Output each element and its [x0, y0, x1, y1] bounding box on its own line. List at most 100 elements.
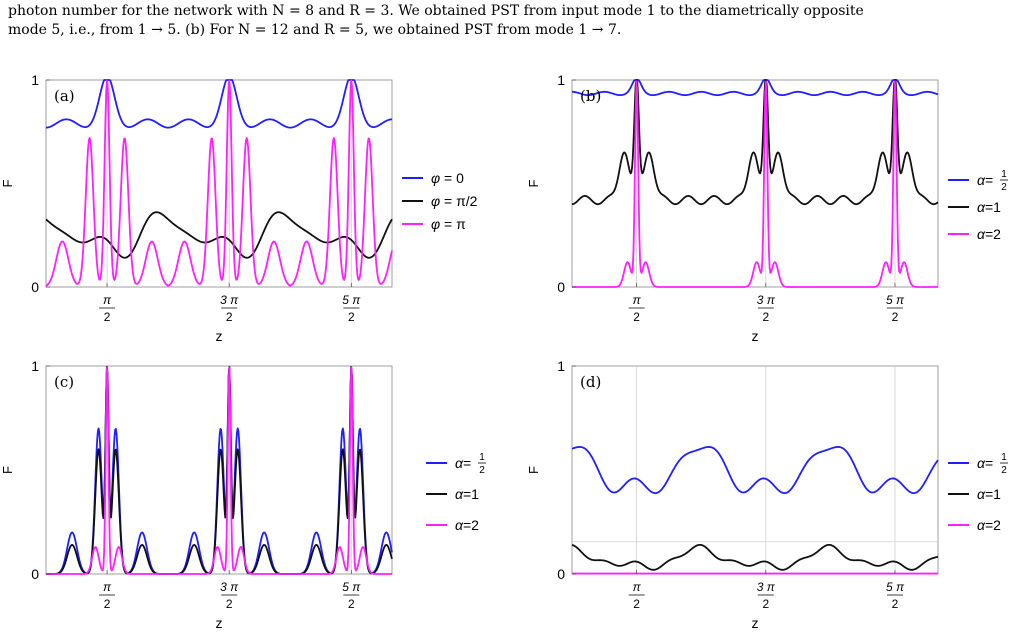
x-tick-label: 3 π	[757, 580, 776, 594]
x-tick-label: 2	[226, 310, 233, 324]
x-tick-label: 2	[633, 310, 640, 324]
y-tick-label: 0	[31, 566, 39, 582]
legend-label-rest: =2	[985, 517, 1001, 533]
legend-symbol: α	[977, 172, 986, 188]
legend-label-rest: =2	[463, 517, 479, 533]
legend-symbol: α	[977, 199, 986, 215]
legend-label-1: α=	[455, 455, 471, 471]
x-tick-label: 5 π	[342, 293, 361, 307]
x-tick-label: π	[103, 293, 112, 307]
caption-line-1: photon number for the network with N = 8…	[8, 3, 864, 19]
x-tick-label: 2	[104, 597, 111, 611]
y-tick-label: 0	[557, 279, 565, 295]
legend-symbol: α	[455, 486, 464, 502]
x-tick-label: 3 π	[220, 293, 239, 307]
legend-label-rest: = π	[440, 216, 466, 232]
x-tick-label: 5 π	[886, 580, 905, 594]
legend-label-rest: = π/2	[440, 193, 478, 209]
legend-symbol: α	[977, 226, 986, 242]
legend-label-2: α=1	[977, 486, 1001, 502]
series-line-3	[45, 79, 393, 287]
x-tick-label: 2	[226, 597, 233, 611]
x-tick-label: 5 π	[342, 580, 361, 594]
series-line-1	[571, 446, 939, 495]
series-line-2	[45, 366, 393, 575]
legend-symbol: φ	[431, 193, 440, 209]
panel-label: (d)	[580, 373, 601, 391]
y-axis-label: F	[0, 466, 15, 474]
legend-label-rest: =	[463, 455, 471, 471]
legend-symbol: φ	[431, 170, 440, 186]
x-tick-label: 2	[633, 597, 640, 611]
legend-label-1: φ = 0	[431, 170, 464, 186]
legend-fraction-den: 2	[1001, 465, 1007, 476]
y-tick-label: 0	[31, 279, 39, 295]
legend-label-3: α=2	[977, 517, 1001, 533]
legend-symbol: α	[455, 455, 464, 471]
legend-symbol: α	[977, 517, 986, 533]
y-tick-label: 0	[557, 566, 565, 582]
legend-label-3: α=2	[455, 517, 479, 533]
legend-label-rest: =1	[985, 486, 1001, 502]
legend-label-rest: =1	[463, 486, 479, 502]
legend-label-3: φ = π	[431, 216, 466, 232]
series-line-1	[45, 79, 393, 129]
panel-label: (a)	[54, 87, 75, 105]
x-tick-label: π	[103, 580, 112, 594]
y-tick-label: 1	[557, 358, 565, 374]
plot-frame	[571, 79, 939, 288]
legend-label-1: α=	[977, 455, 993, 471]
legend-fraction-den: 2	[1001, 182, 1007, 193]
legend-fraction-num: 1	[479, 452, 485, 463]
legend-symbol: α	[977, 455, 986, 471]
legend-fraction-num: 1	[1001, 452, 1007, 463]
x-tick-label: 2	[892, 310, 899, 324]
x-axis-label: z	[752, 615, 759, 631]
x-axis-label: z	[216, 328, 223, 344]
panel-label: (b)	[580, 87, 601, 105]
series-line-3	[571, 80, 939, 288]
panel-label: (c)	[54, 373, 74, 391]
legend-label-rest: =1	[985, 199, 1001, 215]
legend-label-2: φ = π/2	[431, 193, 478, 209]
x-tick-label: 3 π	[757, 293, 776, 307]
legend-symbol: α	[977, 486, 986, 502]
y-tick-label: 1	[31, 358, 39, 374]
legend-label-2: α=1	[977, 199, 1001, 215]
plot-frame	[45, 79, 393, 288]
figure-caption: photon number for the network with N = 8…	[8, 2, 1020, 40]
x-tick-label: 2	[104, 310, 111, 324]
y-tick-label: 1	[31, 72, 39, 88]
y-tick-label: 1	[557, 72, 565, 88]
plot-frame	[45, 365, 393, 575]
x-tick-label: 3 π	[220, 580, 239, 594]
legend-label-3: α=2	[977, 226, 1001, 242]
plot-frame	[571, 365, 939, 575]
caption-line-2: mode 5, i.e., from 1 → 5. (b) For N = 12…	[8, 22, 622, 38]
legend-symbol: α	[455, 517, 464, 533]
x-tick-label: 2	[348, 597, 355, 611]
y-axis-label: F	[526, 179, 541, 187]
x-axis-label: z	[752, 328, 759, 344]
legend-label-rest: = 0	[440, 170, 464, 186]
legend-label-rest: =	[985, 172, 993, 188]
y-axis-label: F	[526, 466, 541, 474]
legend-label-2: α=1	[455, 486, 479, 502]
legend-label-1: α=	[977, 172, 993, 188]
legend-label-rest: =	[985, 455, 993, 471]
series-line-1	[571, 79, 939, 97]
x-tick-label: π	[633, 293, 642, 307]
legend-fraction-num: 1	[1001, 169, 1007, 180]
x-tick-label: 2	[762, 597, 769, 611]
series-line-2	[571, 543, 939, 571]
series-line-3	[45, 366, 393, 575]
legend-label-rest: =2	[985, 226, 1001, 242]
x-tick-label: 2	[348, 310, 355, 324]
x-tick-label: π	[633, 580, 642, 594]
series-line-2	[571, 79, 939, 206]
